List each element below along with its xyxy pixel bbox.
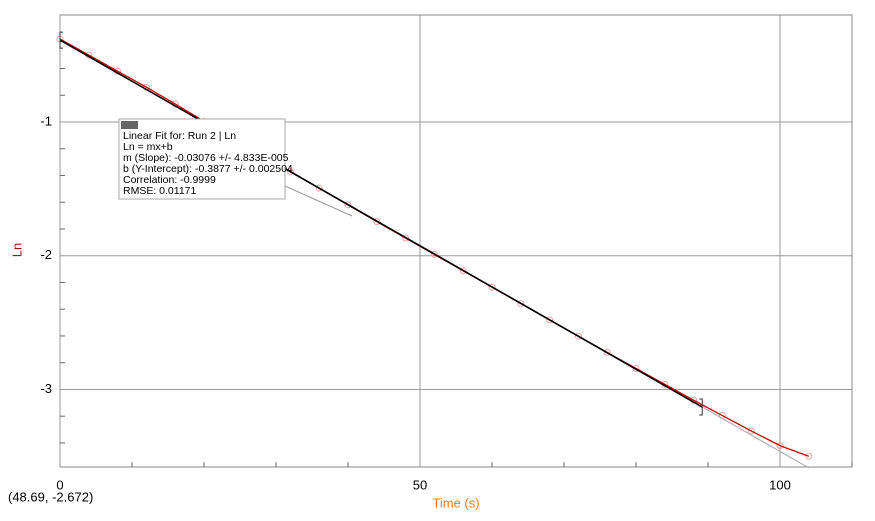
x-tick-label: 100 <box>769 477 791 492</box>
data-line <box>59 38 810 457</box>
fit-extension <box>701 406 810 469</box>
data-marker <box>459 267 467 275</box>
y-axis-label: Ln <box>9 243 24 257</box>
data-marker <box>805 452 813 460</box>
annotation-pointer <box>284 185 353 217</box>
data-marker <box>488 283 496 291</box>
data-marker <box>430 250 438 258</box>
data-marker <box>517 300 525 308</box>
annotation-line: Linear Fit for: Run 2 | Ln <box>123 130 236 142</box>
data-marker <box>546 316 554 324</box>
data-marker <box>286 167 294 175</box>
data-marker <box>344 201 352 209</box>
annotation-box <box>118 118 286 200</box>
data-marker <box>603 348 611 356</box>
data-marker <box>747 427 755 435</box>
annotation-line: b (Y-Intercept): -0.3877 +/- 0.002504 <box>123 163 293 175</box>
fit-bracket <box>699 398 703 416</box>
annotation-line: RMSE: 0.01171 <box>123 185 197 197</box>
annotation-line: m (Slope): -0.03076 +/- 4.833E-005 <box>123 152 289 164</box>
plot-frame <box>59 14 853 468</box>
data-marker <box>373 218 381 226</box>
fit-bracket <box>59 31 63 49</box>
annotation-handle <box>121 121 138 129</box>
data-marker <box>632 364 640 372</box>
data-marker <box>315 184 323 192</box>
y-tick-label: -2 <box>40 247 52 262</box>
data-marker <box>574 332 582 340</box>
data-marker <box>718 412 726 420</box>
y-tick-label: -1 <box>40 113 52 128</box>
y-tick-label: -3 <box>40 381 52 396</box>
data-marker <box>402 234 410 242</box>
annotation-line: Ln = mx+b <box>123 141 173 153</box>
annotation-line: Correlation: -0.9999 <box>123 174 216 186</box>
x-tick-label: 0 <box>56 477 63 492</box>
x-tick-label: 50 <box>413 477 427 492</box>
x-axis-label: Time (s) <box>432 495 479 510</box>
cursor-readout: (48.69, -2.672) <box>8 489 93 504</box>
fit-line <box>59 39 703 408</box>
data-marker <box>776 442 784 450</box>
